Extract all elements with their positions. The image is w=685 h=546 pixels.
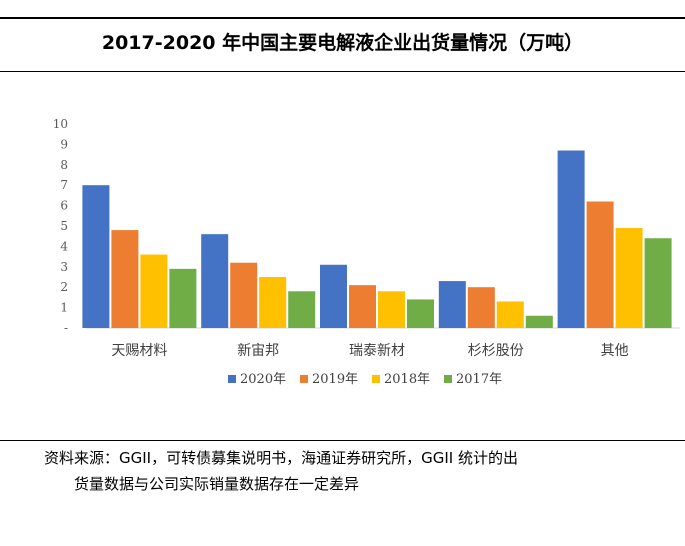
legend-swatch xyxy=(372,375,380,383)
bar xyxy=(586,201,614,328)
bar xyxy=(525,315,553,328)
bar xyxy=(438,281,466,328)
y-tick-label: 2 xyxy=(60,280,68,294)
category-label: 天赐材料 xyxy=(111,343,167,359)
source-note-line-2: 货量数据与公司实际销量数据存在一定差异 xyxy=(74,475,360,493)
legend-swatch xyxy=(444,375,452,383)
category-label: 其他 xyxy=(601,343,629,359)
bar xyxy=(378,291,405,328)
y-axis-ticks: - 1 2 3 4 5 6 7 8 9 10 xyxy=(53,117,69,335)
legend: 2020年 2019年 2018年 2017年 xyxy=(228,372,502,387)
bars xyxy=(82,150,672,328)
legend-label: 2020年 xyxy=(240,372,286,387)
legend-label: 2018年 xyxy=(384,372,430,387)
bar xyxy=(82,185,110,328)
bar xyxy=(496,301,524,328)
legend-label: 2019年 xyxy=(312,372,358,387)
bar xyxy=(259,277,287,328)
legend-label: 2017年 xyxy=(456,372,502,387)
category-labels: 天赐材料 新宙邦 瑞泰新材 杉杉股份 其他 xyxy=(111,343,628,359)
bar xyxy=(140,254,168,328)
bar xyxy=(230,262,258,328)
y-tick-label: 8 xyxy=(60,158,68,172)
y-tick-label: - xyxy=(64,321,68,335)
legend-swatch xyxy=(300,375,308,383)
source-note-line-1: 资料来源：GGII，可转债募集说明书，海通证券研究所，GGII 统计的出 xyxy=(44,449,518,467)
category-label: 新宙邦 xyxy=(237,343,279,359)
bar xyxy=(644,238,672,328)
bar xyxy=(615,228,643,328)
y-tick-label: 1 xyxy=(60,301,68,315)
y-tick-label: 5 xyxy=(60,219,68,233)
y-tick-label: 7 xyxy=(60,178,68,192)
footer-rule xyxy=(0,440,685,441)
category-label: 杉杉股份 xyxy=(468,343,524,359)
bar xyxy=(169,268,197,328)
bar xyxy=(407,299,434,328)
y-tick-label: 6 xyxy=(60,199,68,213)
legend-swatch xyxy=(228,375,236,383)
y-tick-label: 9 xyxy=(60,137,68,151)
bar xyxy=(467,287,495,328)
title-rule xyxy=(0,71,685,72)
bar xyxy=(349,285,376,328)
chart-title: 2017-2020 年中国主要电解液企业出货量情况（万吨） xyxy=(101,32,584,54)
bar xyxy=(201,234,229,328)
bar xyxy=(557,150,585,328)
bar-chart: - 1 2 3 4 5 6 7 8 9 10 天赐材料 新宙邦 瑞泰新材 杉杉股份 其他 2020年 2019… xyxy=(53,117,680,387)
bar xyxy=(111,230,139,328)
y-tick-label: 4 xyxy=(60,239,68,253)
top-rule xyxy=(0,17,685,19)
y-tick-label: 3 xyxy=(60,260,68,274)
source-note: 资料来源：GGII，可转债募集说明书，海通证券研究所，GGII 统计的出 货量数… xyxy=(44,445,664,497)
category-label: 瑞泰新材 xyxy=(349,343,405,359)
bar xyxy=(320,264,347,328)
bar xyxy=(288,291,316,328)
y-tick-label: 10 xyxy=(53,117,68,131)
